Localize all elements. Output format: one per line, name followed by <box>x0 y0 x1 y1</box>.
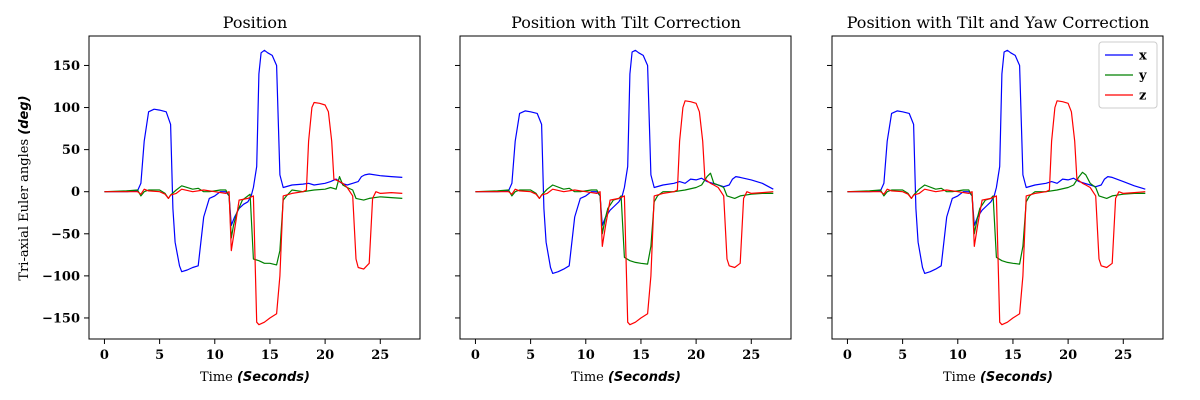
x-tick-label: 5 <box>898 348 907 363</box>
series-line-z <box>475 100 774 326</box>
panel-title: Position <box>223 13 288 32</box>
x-tick-label: 15 <box>1004 348 1022 363</box>
panel-title: Position with Tilt and Yaw Correction <box>847 13 1150 32</box>
legend-label-x: x <box>1139 49 1147 64</box>
x-axis-label: Time (Seconds) <box>200 370 310 385</box>
x-tick-label: 10 <box>206 348 224 363</box>
panel-tilt-yaw-correction: Position with Tilt and Yaw Correction 0 5… <box>827 13 1164 363</box>
x-tick-label: 0 <box>471 348 480 363</box>
x-axis-label-unit: (Seconds) <box>237 370 310 385</box>
y-tick-label: 0 <box>71 185 80 200</box>
axes-frame <box>88 35 421 340</box>
y-axis-label-unit: (deg) <box>17 95 32 134</box>
x-tick-label: 25 <box>1114 348 1132 363</box>
axes-frame <box>459 35 792 340</box>
y-tick-label: 50 <box>62 143 80 158</box>
x-tick-label: 10 <box>577 348 595 363</box>
y-axis-label: Tri-axial Euler angles (deg) <box>17 95 32 280</box>
x-axis-label-unit: (Seconds) <box>608 370 681 385</box>
x-axis-label-prefix: Time <box>571 370 608 385</box>
y-tick-label: −150 <box>42 311 80 326</box>
x-tick-label: 20 <box>316 348 334 363</box>
y-tick-label: −50 <box>51 227 80 242</box>
legend-label-y: y <box>1138 69 1147 84</box>
x-tick-label: 0 <box>100 348 109 363</box>
y-axis-label-prefix: Tri-axial Euler angles <box>17 135 32 281</box>
series-line-z <box>847 100 1146 326</box>
legend-label-z: z <box>1139 89 1146 104</box>
x-tick-label: 15 <box>632 348 650 363</box>
x-tick-label: 10 <box>949 348 967 363</box>
x-tick-label: 20 <box>687 348 705 363</box>
panel-position: Position 0 5 10 15 20 25 −150 −100 −50 0 50 100 150 <box>42 13 421 363</box>
panel-tilt-correction: Position with Tilt Correction 0 5 10 15 20 25 <box>455 13 792 363</box>
x-tick-label: 25 <box>371 348 389 363</box>
x-tick-label: 20 <box>1059 348 1077 363</box>
y-tick-label: 150 <box>53 59 80 74</box>
legend: xyz <box>1098 41 1158 109</box>
y-tick-label: 100 <box>53 101 80 116</box>
x-axis-label: Time (Seconds) <box>943 370 1053 385</box>
y-tick-label: −100 <box>42 269 80 284</box>
series-line-z <box>104 101 403 326</box>
x-tick-label: 0 <box>843 348 852 363</box>
x-axis-label-unit: (Seconds) <box>980 370 1053 385</box>
x-axis-label: Time (Seconds) <box>571 370 681 385</box>
x-tick-label: 5 <box>155 348 164 363</box>
x-tick-label: 25 <box>742 348 760 363</box>
panel-title: Position with Tilt Correction <box>511 13 741 32</box>
x-tick-label: 15 <box>261 348 279 363</box>
series-line-x <box>847 49 1146 274</box>
x-axis-label-prefix: Time <box>200 370 237 385</box>
x-tick-label: 5 <box>526 348 535 363</box>
axes-frame <box>831 35 1164 340</box>
x-axis-label-prefix: Time <box>943 370 980 385</box>
series-line-x <box>475 49 774 274</box>
